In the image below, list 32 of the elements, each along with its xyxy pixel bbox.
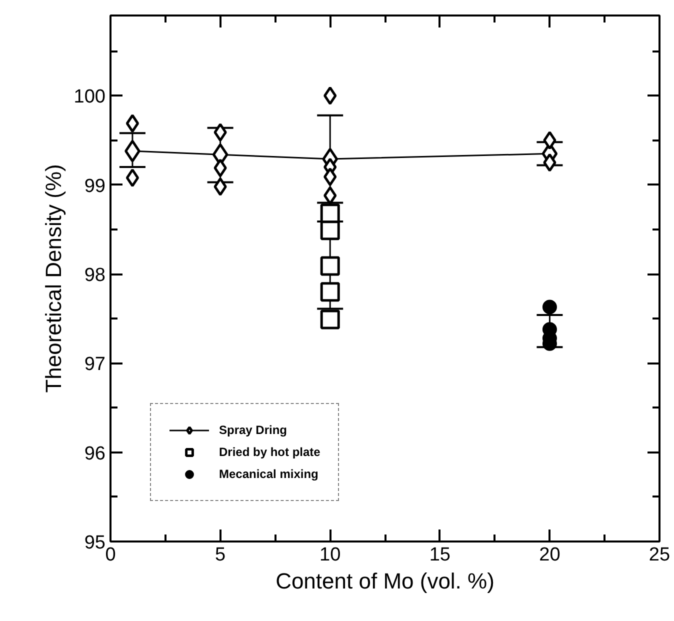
point	[543, 153, 556, 172]
legend-label: Spray Dring	[219, 423, 288, 437]
point	[324, 186, 337, 205]
point	[543, 131, 556, 150]
x-axis-title: Content of Mo (vol. %)	[276, 568, 494, 594]
x-tick-label: 0	[105, 544, 116, 566]
x-tick-label: 5	[215, 544, 226, 566]
y-tick-label: 100	[74, 86, 106, 108]
y-axis-title: Theoretical Density (%)	[40, 164, 66, 393]
x-tick-label: 20	[539, 544, 560, 566]
y-tick-label: 97	[84, 354, 106, 376]
y-tick-label: 98	[84, 265, 106, 286]
y-tick-label: 95	[84, 532, 106, 554]
x-tick-label: 10	[320, 544, 341, 566]
point	[542, 300, 557, 314]
point	[320, 310, 340, 330]
point	[320, 256, 340, 276]
legend-label: Mecanical mixing	[219, 467, 318, 481]
point	[320, 282, 340, 302]
x-tick-label: 25	[648, 544, 670, 566]
point	[320, 220, 340, 240]
legend-label: Dried by hot plate	[219, 445, 320, 459]
point	[126, 114, 140, 133]
point	[126, 168, 140, 188]
y-tick-label: 96	[84, 443, 106, 464]
point	[324, 168, 337, 186]
point	[214, 123, 227, 142]
point	[324, 86, 337, 105]
x-tick-label: 15	[429, 544, 450, 566]
point	[214, 158, 227, 178]
point	[214, 177, 227, 196]
y-tick-label: 99	[84, 176, 106, 197]
